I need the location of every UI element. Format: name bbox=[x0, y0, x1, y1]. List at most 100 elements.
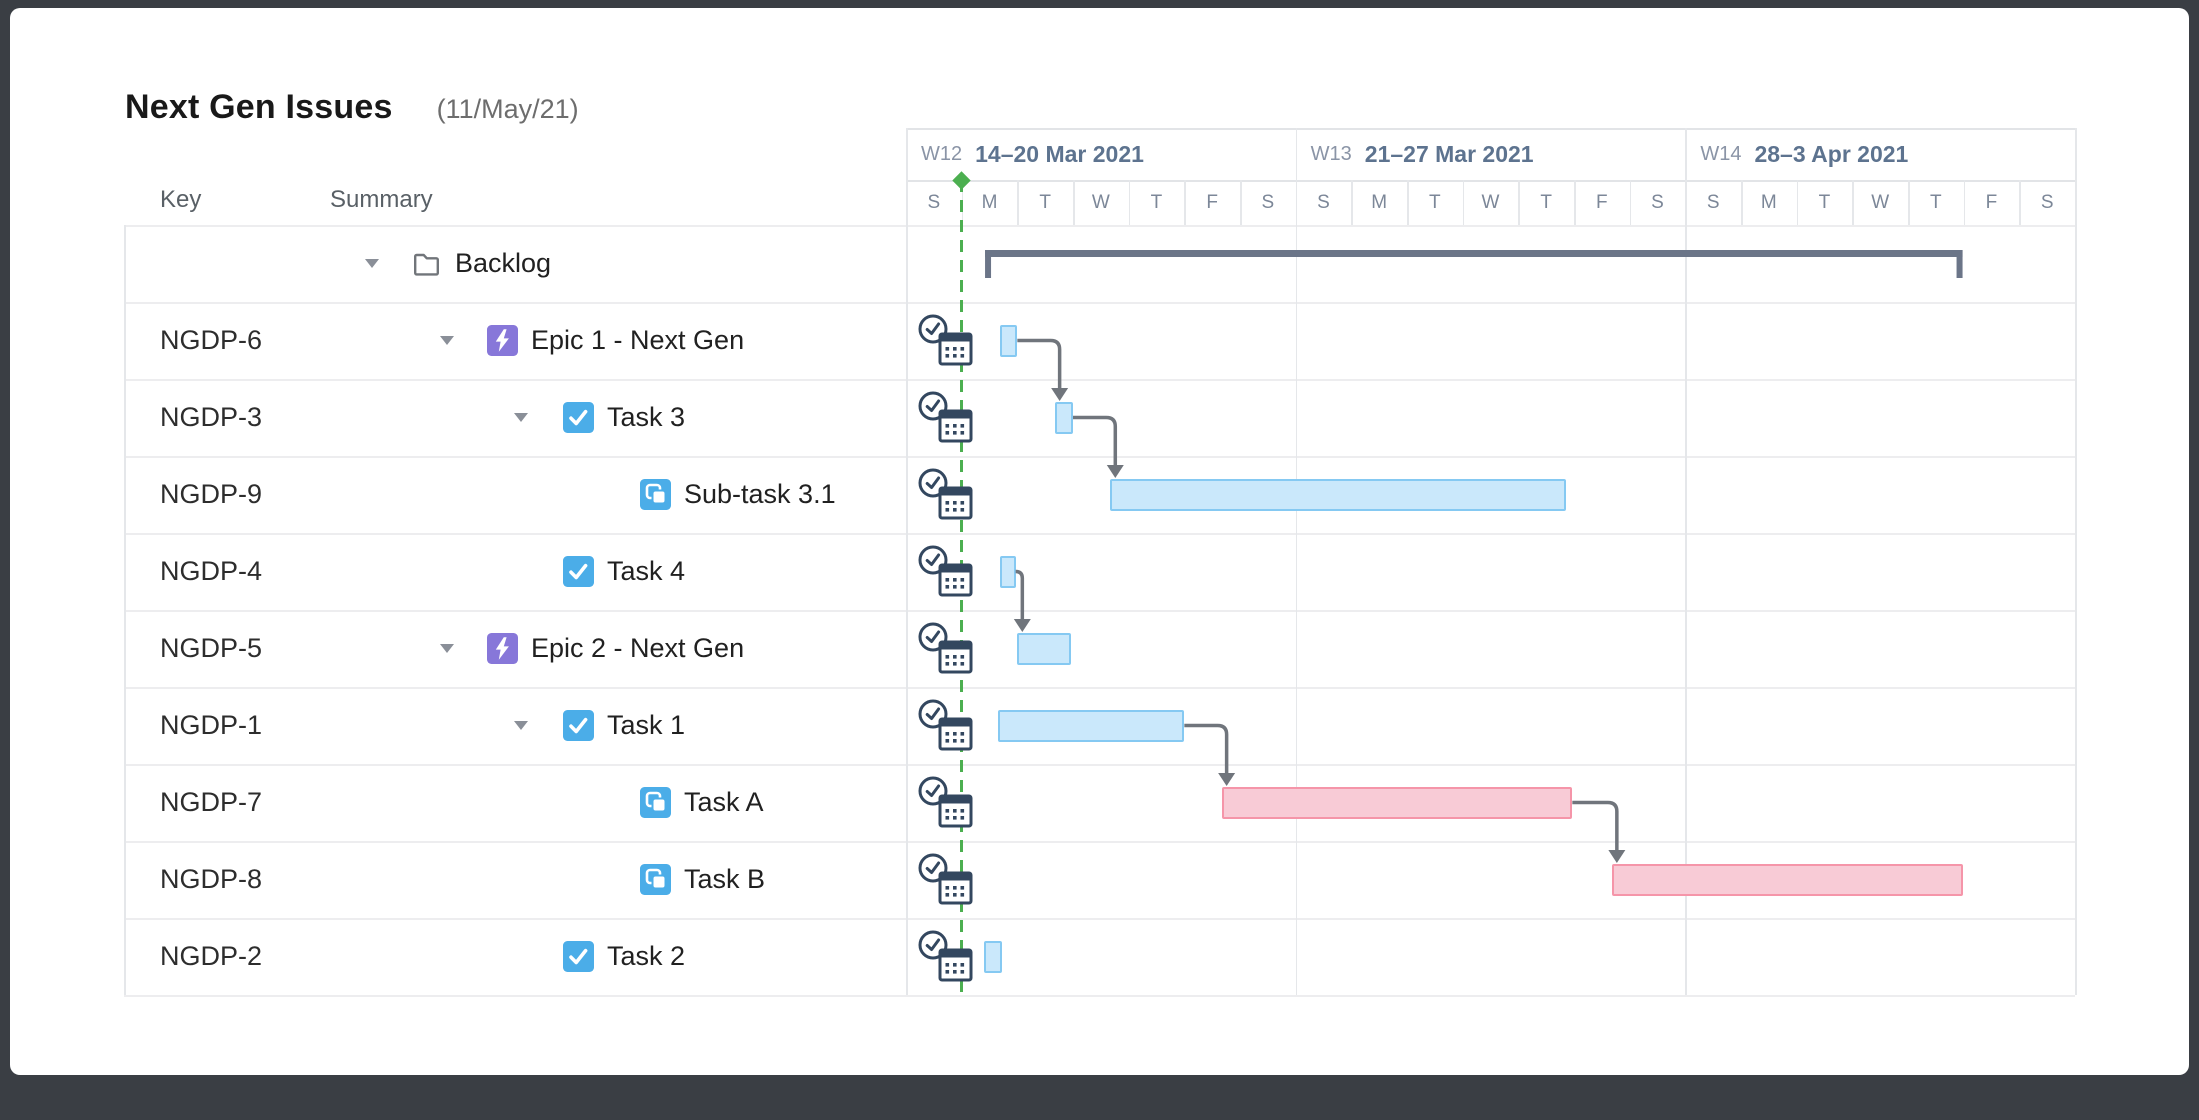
gantt-bar[interactable] bbox=[983, 940, 1002, 973]
day-header: F bbox=[1206, 191, 1218, 213]
day-header: T bbox=[1930, 191, 1942, 213]
grid-line bbox=[1685, 128, 1687, 995]
report-date: (11/May/21) bbox=[436, 94, 579, 124]
grid-line bbox=[2019, 180, 2021, 225]
day-header: T bbox=[1429, 191, 1441, 213]
day-header: F bbox=[1985, 191, 1998, 213]
grid-line bbox=[124, 995, 2075, 997]
time-calendar-icon bbox=[916, 852, 978, 913]
collapse-toggle[interactable] bbox=[365, 259, 379, 268]
column-header-summary: Summary bbox=[330, 186, 433, 213]
grid-line bbox=[906, 128, 908, 995]
grid-line bbox=[124, 918, 2075, 920]
issue-key[interactable]: NGDP-5 bbox=[160, 632, 263, 663]
issue-key[interactable]: NGDP-4 bbox=[160, 555, 263, 586]
collapse-toggle[interactable] bbox=[514, 413, 528, 422]
day-header: W bbox=[1091, 191, 1110, 213]
grid-line bbox=[2075, 128, 2077, 995]
grid-line bbox=[124, 225, 126, 995]
issue-key[interactable]: NGDP-3 bbox=[160, 401, 263, 432]
grid-line bbox=[1518, 180, 1520, 225]
grid-line bbox=[2075, 180, 2077, 225]
issue-key[interactable]: NGDP-1 bbox=[160, 709, 263, 740]
issue-summary: Sub-task 3.1 bbox=[684, 478, 836, 509]
issue-summary: Epic 2 - Next Gen bbox=[531, 632, 745, 663]
gantt-bar[interactable] bbox=[1221, 786, 1573, 819]
task-icon bbox=[563, 941, 594, 977]
week-header: W12 14–20 Mar 2021 bbox=[906, 128, 1296, 180]
week-number: W13 bbox=[1310, 142, 1352, 165]
day-header: T bbox=[1540, 191, 1552, 213]
grid-line bbox=[124, 456, 2075, 458]
issue-key[interactable]: NGDP-7 bbox=[160, 786, 263, 817]
grid-line bbox=[1852, 180, 1854, 225]
week-header: W14 28–3 Apr 2021 bbox=[1685, 128, 2075, 180]
day-header: S bbox=[1317, 191, 1330, 213]
subtask-icon bbox=[640, 864, 671, 900]
grid-line bbox=[1073, 180, 1075, 225]
issue-key[interactable]: NGDP-8 bbox=[160, 863, 263, 894]
day-header: S bbox=[1706, 191, 1720, 213]
grid-line bbox=[1295, 128, 1298, 995]
day-header: T bbox=[1150, 191, 1163, 213]
grid-line bbox=[1407, 180, 1409, 225]
time-calendar-icon bbox=[916, 467, 978, 528]
collapse-toggle[interactable] bbox=[514, 721, 528, 730]
week-number: W12 bbox=[921, 142, 963, 165]
grid-line bbox=[906, 180, 908, 225]
grid-line bbox=[1908, 180, 1910, 225]
issue-summary: Task 2 bbox=[607, 940, 686, 971]
time-calendar-icon bbox=[916, 929, 978, 990]
week-date-range: 14–20 Mar 2021 bbox=[975, 140, 1144, 167]
time-calendar-icon bbox=[916, 544, 978, 605]
epic-icon bbox=[487, 633, 518, 669]
gantt-bar[interactable] bbox=[998, 709, 1185, 742]
week-number: W14 bbox=[1700, 142, 1742, 165]
grid-line bbox=[1963, 180, 1966, 225]
gantt-bar[interactable] bbox=[1611, 863, 1963, 896]
grid-line bbox=[1128, 180, 1131, 225]
grid-line bbox=[1685, 180, 1687, 225]
gantt-bar[interactable] bbox=[1017, 632, 1072, 665]
grid-line bbox=[1574, 180, 1576, 225]
day-header: W bbox=[1481, 191, 1500, 213]
day-header: M bbox=[1760, 191, 1777, 213]
time-calendar-icon bbox=[916, 621, 978, 682]
issue-key[interactable]: NGDP-2 bbox=[160, 940, 263, 971]
gantt-bar[interactable] bbox=[1110, 478, 1566, 511]
time-calendar-icon bbox=[916, 390, 978, 451]
epic-icon bbox=[487, 325, 518, 361]
grid-line bbox=[1017, 180, 1019, 225]
grid-line bbox=[124, 610, 2075, 612]
issue-summary: Epic 1 - Next Gen bbox=[531, 324, 745, 355]
grid-line bbox=[124, 225, 2075, 227]
day-header: M bbox=[1371, 191, 1388, 213]
grid-line bbox=[124, 533, 2075, 535]
issue-summary: Task 1 bbox=[607, 709, 686, 740]
grid-line bbox=[124, 764, 2075, 766]
report-header: Next Gen Issues (11/May/21) bbox=[125, 88, 579, 127]
collapse-toggle[interactable] bbox=[440, 336, 454, 345]
issue-summary: Backlog bbox=[455, 247, 552, 278]
issue-key[interactable]: NGDP-6 bbox=[160, 324, 263, 355]
task-icon bbox=[563, 402, 594, 438]
gantt-bar[interactable] bbox=[1054, 401, 1073, 434]
gantt-bar[interactable] bbox=[999, 324, 1018, 357]
day-header: T bbox=[1818, 191, 1831, 213]
task-icon bbox=[563, 710, 594, 746]
week-header: W13 21–27 Mar 2021 bbox=[1296, 128, 1686, 180]
collapse-toggle[interactable] bbox=[440, 644, 454, 653]
issue-summary: Task 3 bbox=[607, 401, 686, 432]
issue-key[interactable]: NGDP-9 bbox=[160, 478, 263, 509]
day-header: T bbox=[1039, 191, 1051, 213]
issue-summary: Task A bbox=[684, 786, 764, 817]
issue-summary: Task B bbox=[684, 863, 766, 894]
grid-line bbox=[124, 687, 2075, 689]
grid-line bbox=[906, 180, 2075, 182]
grid-line bbox=[1629, 180, 1632, 225]
gantt-bar[interactable] bbox=[999, 555, 1016, 588]
grid-line bbox=[1184, 180, 1186, 225]
report-page bbox=[10, 8, 2189, 1075]
day-header: F bbox=[1596, 191, 1608, 213]
